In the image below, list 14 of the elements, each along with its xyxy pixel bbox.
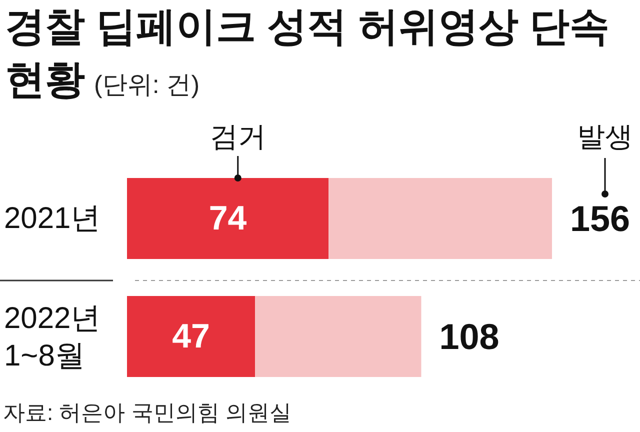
chart-subtitle: (단위: 건)	[94, 71, 200, 99]
bar	[127, 178, 329, 259]
bar	[255, 296, 422, 377]
y-tick-label: 2021년	[4, 202, 101, 235]
data-label: 47	[172, 318, 210, 356]
data-label: 74	[208, 200, 247, 238]
y-tick-label: 2022년 1~8월	[4, 301, 101, 372]
bar	[328, 178, 552, 259]
bar	[127, 296, 256, 377]
annotation: 발생	[577, 121, 633, 152]
total-label: 108	[439, 316, 500, 357]
series-label: 검거	[210, 121, 266, 152]
text: 자료: 허은아 국민의힘 의원실	[3, 400, 292, 425]
total-label: 156	[570, 198, 630, 239]
